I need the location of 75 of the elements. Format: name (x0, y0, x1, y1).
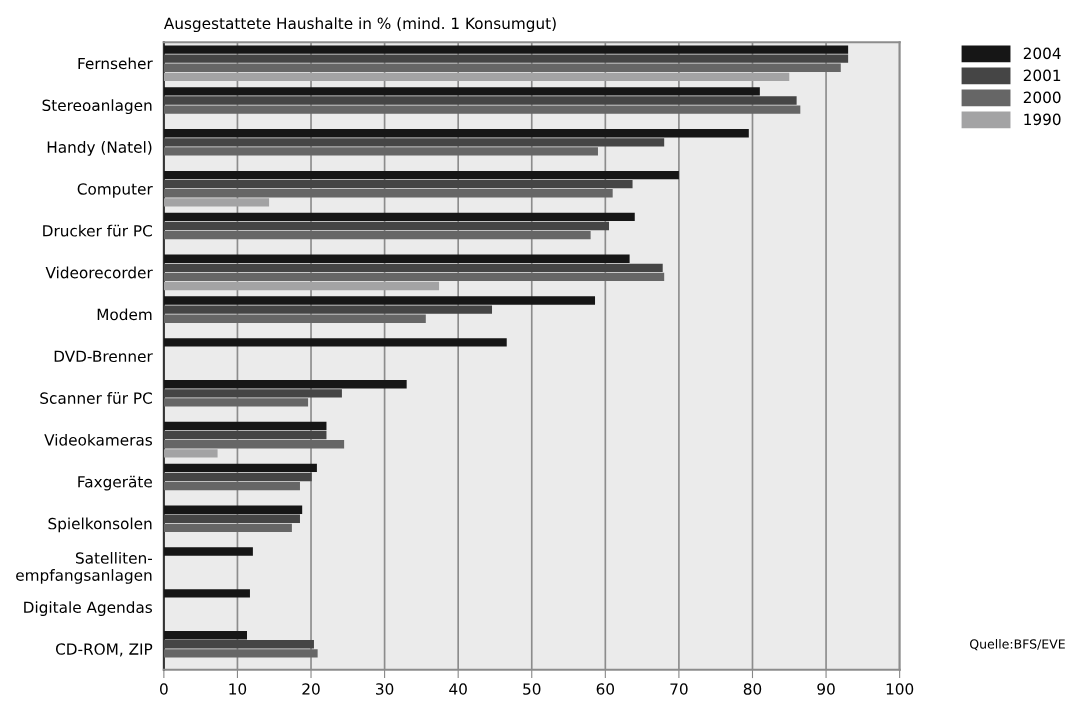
y-tick-label: Handy (Natel) (47, 141, 152, 156)
source-note: Quelle:BFS/EVE (970, 639, 1065, 651)
x-tick-label: 40 (449, 683, 467, 695)
bar (163, 54, 849, 63)
y-tick-label: Satelliten- empfangsanlagen (16, 551, 153, 584)
x-tick-label: 60 (596, 683, 615, 695)
legend-label: 1990 (1024, 113, 1061, 126)
y-tick-label: Fernseher (78, 57, 153, 70)
bar (163, 272, 665, 282)
bar (163, 523, 292, 533)
bar (163, 96, 797, 105)
bar (163, 170, 679, 180)
bar (163, 649, 318, 658)
bar (163, 481, 300, 491)
legend-label: 2000 (1023, 91, 1061, 104)
bar (163, 380, 407, 389)
bar (163, 179, 633, 189)
bar (163, 254, 630, 263)
bar (163, 147, 598, 156)
y-tick-label: Drucker für PC (43, 224, 152, 237)
x-tick-label: 70 (670, 683, 688, 695)
bar (163, 87, 760, 96)
x-tick-label: 10 (229, 683, 247, 695)
bar (163, 296, 596, 305)
bar (163, 398, 309, 407)
bar (163, 45, 849, 54)
y-tick-label: Stereoanlagen (42, 99, 152, 115)
y-tick-label: Spielkonsolen (48, 517, 152, 533)
x-tick-label: 0 (160, 683, 168, 695)
bar (163, 221, 610, 231)
bar (163, 72, 790, 82)
y-tick-label: Digitale Agendas (24, 601, 152, 616)
legend-label: 2001 (1023, 69, 1061, 82)
bar (163, 198, 270, 207)
bar (163, 314, 426, 323)
bar (163, 263, 663, 272)
bar (163, 129, 749, 138)
y-tick-label: DVD-Brenner (54, 350, 153, 363)
y-tick-label: Faxgeräte (78, 475, 152, 491)
bar (163, 305, 493, 314)
y-tick-label: Scanner für PC (40, 392, 152, 404)
bar (163, 463, 317, 473)
x-tick-label: 30 (376, 683, 394, 695)
bar (163, 230, 591, 240)
bar (163, 430, 327, 440)
bar (163, 589, 250, 598)
bar (163, 514, 300, 523)
x-tick-label: 50 (523, 683, 541, 695)
bar (163, 212, 635, 222)
bar (163, 440, 345, 449)
chart-title: Ausgestattete Haushalte in % (mind. 1 Konsumgut) (163, 17, 556, 33)
bar (163, 640, 314, 649)
x-tick-label: 20 (302, 683, 320, 695)
bar (163, 338, 507, 347)
y-tick-label: Computer (77, 183, 153, 198)
bar (163, 449, 218, 458)
y-tick-label: Videorecorder (45, 266, 153, 279)
x-tick-label: 80 (743, 683, 762, 695)
bar (163, 189, 613, 198)
x-tick-label: 100 (886, 683, 914, 695)
bar (163, 63, 841, 72)
bar (163, 631, 248, 640)
bar (163, 472, 312, 482)
x-tick-label: 90 (817, 683, 835, 695)
y-tick-label: Videokameras (44, 433, 152, 446)
y-tick-label: Modem (97, 308, 152, 321)
bar (163, 505, 303, 514)
y-tick-label: CD-ROM, ZIP (55, 643, 153, 657)
bar (163, 281, 440, 291)
legend-label: 2004 (1023, 47, 1061, 60)
bar (163, 138, 665, 147)
bar (163, 547, 253, 556)
bar (163, 421, 327, 431)
bar (163, 389, 342, 398)
bar (163, 105, 801, 114)
